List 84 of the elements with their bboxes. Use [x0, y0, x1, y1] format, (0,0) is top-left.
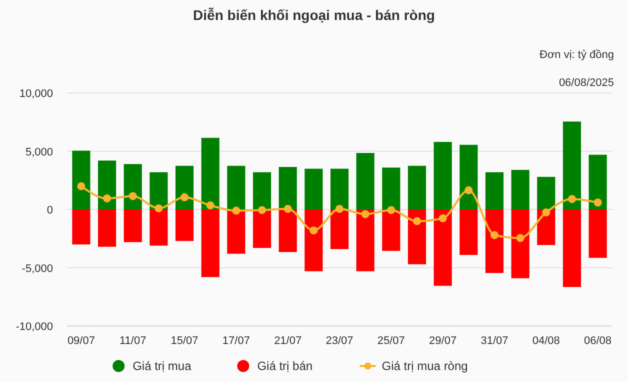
bar	[460, 144, 478, 210]
bar	[562, 122, 582, 210]
x-tick-label: 11/07	[120, 335, 146, 347]
point	[594, 198, 602, 207]
bar	[330, 168, 349, 210]
bar	[304, 168, 323, 210]
point	[180, 193, 189, 202]
bar	[201, 210, 220, 278]
legend-label: Giá trị mua	[132, 359, 192, 373]
legend-label: Giá trị bán	[257, 359, 313, 373]
bar	[408, 210, 426, 264]
bar	[175, 166, 194, 210]
bar	[434, 210, 452, 286]
x-tick-label: 09/07	[67, 335, 95, 347]
legend-label: Giá trị mua ròng	[382, 359, 468, 373]
bar	[408, 166, 426, 210]
bar	[72, 210, 90, 244]
bar	[460, 210, 478, 255]
text: 06/08/2025	[558, 77, 614, 89]
point	[438, 214, 447, 222]
bar	[588, 154, 607, 210]
bar	[562, 210, 582, 287]
point	[490, 231, 498, 240]
bar	[588, 210, 607, 258]
point	[516, 234, 524, 242]
bar	[511, 170, 530, 210]
point	[154, 204, 163, 212]
text: Đơn vị: tỷ đồng	[540, 49, 614, 61]
bar	[485, 210, 504, 273]
bar	[382, 168, 400, 210]
bar	[201, 138, 220, 210]
x-tick-label: 29/07	[429, 335, 457, 347]
y-tick-label: -5,000	[22, 262, 53, 275]
bar	[124, 164, 142, 210]
bar	[434, 142, 452, 210]
x-tick-label: 31/07	[480, 335, 508, 347]
bar	[304, 210, 323, 272]
y-tick-label: 0	[46, 204, 53, 216]
point	[310, 226, 318, 234]
point	[258, 206, 266, 214]
bar	[227, 210, 246, 254]
bar	[124, 210, 142, 242]
point	[412, 217, 421, 226]
bar	[175, 210, 194, 241]
y-tick-label: 5,000	[25, 146, 53, 158]
point	[568, 195, 576, 204]
bar	[356, 210, 374, 272]
point	[232, 206, 240, 215]
point	[336, 204, 344, 213]
x-tick-label: 23/07	[326, 335, 354, 347]
bar	[330, 210, 349, 250]
point	[387, 206, 396, 214]
bar	[252, 172, 272, 210]
y-tick-label: -10,000	[16, 321, 53, 333]
chart-title: Diễn biến khối ngoại mua - bán ròng	[193, 7, 435, 23]
bar	[485, 172, 504, 210]
bar	[98, 160, 116, 210]
bar	[278, 166, 297, 210]
bar	[382, 210, 400, 251]
bar	[537, 176, 556, 210]
point	[361, 210, 370, 218]
bar	[150, 172, 168, 210]
point	[542, 208, 550, 216]
bar	[72, 150, 90, 210]
x-tick-label: 21/07	[274, 335, 302, 347]
bar	[150, 210, 168, 246]
point	[103, 194, 112, 202]
point	[284, 204, 292, 213]
x-tick-label: 25/07	[377, 335, 405, 347]
x-tick-label: 06/08	[584, 335, 612, 347]
bar	[227, 166, 246, 210]
x-tick-label: 17/07	[222, 335, 250, 347]
y-tick-label: 10,000	[19, 88, 53, 100]
x-tick-label: 15/07	[170, 335, 198, 347]
bar	[98, 210, 116, 247]
bar	[252, 210, 272, 248]
point	[464, 186, 473, 194]
point	[206, 201, 214, 210]
bar	[278, 210, 297, 252]
bar	[511, 210, 530, 278]
x-tick-label: 04/08	[532, 335, 560, 347]
point	[128, 192, 137, 200]
bar	[356, 152, 374, 210]
point	[77, 182, 86, 190]
